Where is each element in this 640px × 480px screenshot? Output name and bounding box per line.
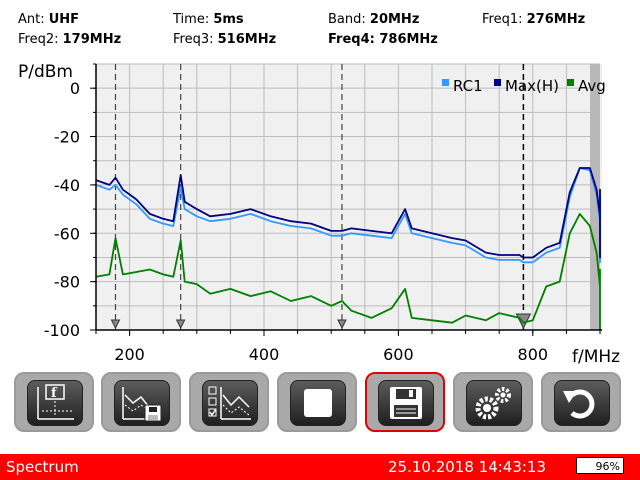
frequency-marker-button[interactable]: f bbox=[14, 372, 94, 432]
traces bbox=[95, 167, 601, 330]
freq4-value: 786MHz bbox=[379, 32, 438, 47]
freq1-label: Freq1: bbox=[482, 12, 523, 27]
marker-triangle bbox=[175, 319, 186, 330]
time-label: Time: bbox=[173, 12, 210, 27]
legend: RC1 Max(H) Avg bbox=[442, 77, 606, 95]
save-trace-button[interactable] bbox=[101, 372, 181, 432]
x-tick-label: 800 bbox=[518, 345, 549, 364]
trace-max-h bbox=[95, 167, 601, 259]
band-readout: Band: 20MHz bbox=[328, 12, 419, 28]
y-ticks: 0 -20 -40 -60 -80 -100 bbox=[44, 63, 96, 340]
y-tick-label: 0 bbox=[70, 79, 80, 98]
plot-area bbox=[96, 64, 602, 330]
floppy-disk-icon bbox=[390, 387, 422, 419]
trace-select-button[interactable] bbox=[189, 372, 269, 432]
status-bar: Spectrum 25.10.2018 14:43:13 96% bbox=[0, 454, 640, 480]
x-axis-label: f/MHz bbox=[572, 347, 620, 367]
legend-label: Avg bbox=[578, 77, 606, 95]
freq3-value: 516MHz bbox=[217, 32, 277, 47]
band-value: 20MHz bbox=[369, 12, 420, 27]
battery-indicator: 96% bbox=[576, 457, 624, 474]
ant-label: Ant: bbox=[18, 12, 45, 27]
y-tick-label: -40 bbox=[54, 176, 80, 195]
x-tick-label: 200 bbox=[114, 345, 145, 364]
freq1-value: 276MHz bbox=[526, 12, 586, 27]
ant-readout: Ant: UHF bbox=[18, 12, 79, 28]
freq2-label: Freq2: bbox=[18, 32, 59, 47]
freq3-readout: Freq3: 516MHz bbox=[173, 32, 276, 48]
marker-triangle bbox=[337, 319, 347, 330]
band-label: Band: bbox=[328, 12, 366, 27]
trace-list-icon bbox=[208, 386, 251, 420]
ant-value: UHF bbox=[48, 12, 80, 27]
undo-arrow-icon bbox=[563, 389, 595, 419]
spectrum-chart[interactable]: 0 -20 -40 -60 -80 -100 200 400 600 800 P/dBm f/M… bbox=[0, 56, 640, 368]
freq4-readout: Freq4: 786MHz bbox=[328, 32, 438, 48]
freq1-readout: Freq1: 276MHz bbox=[482, 12, 585, 28]
time-value: 5ms bbox=[213, 12, 244, 27]
y-tick-label: -80 bbox=[54, 273, 80, 292]
status-datetime: 25.10.2018 14:43:13 bbox=[388, 458, 547, 476]
marker-triangle bbox=[110, 319, 121, 330]
legend-label: RC1 bbox=[453, 77, 483, 95]
legend-label: Max(H) bbox=[505, 77, 559, 95]
back-button[interactable] bbox=[541, 372, 621, 432]
y-tick-label: -100 bbox=[44, 321, 80, 340]
freq2-value: 179MHz bbox=[62, 32, 122, 47]
freq2-readout: Freq2: 179MHz bbox=[18, 32, 121, 48]
legend-swatch bbox=[494, 79, 501, 86]
trace-save-icon bbox=[122, 387, 162, 422]
legend-swatch bbox=[567, 79, 574, 86]
settings-button[interactable] bbox=[453, 372, 533, 432]
y-tick-label: -20 bbox=[54, 128, 80, 147]
save-button[interactable] bbox=[365, 372, 445, 432]
trace-avg bbox=[95, 212, 601, 330]
x-ticks: 200 400 600 800 bbox=[95, 330, 601, 364]
legend-swatch bbox=[442, 79, 449, 86]
scroll-handle[interactable] bbox=[590, 64, 600, 330]
svg-text:f: f bbox=[51, 386, 58, 401]
status-title: Spectrum bbox=[6, 458, 79, 476]
freq3-label: Freq3: bbox=[173, 32, 214, 47]
stop-icon bbox=[304, 389, 332, 417]
time-readout: Time: 5ms bbox=[173, 12, 244, 28]
x-tick-label: 400 bbox=[249, 345, 280, 364]
freq4-label: Freq4: bbox=[328, 32, 375, 47]
marker-lines bbox=[110, 64, 532, 330]
stop-button[interactable] bbox=[277, 372, 357, 432]
frequency-marker-icon: f bbox=[37, 384, 74, 420]
gears-icon bbox=[475, 387, 511, 420]
y-axis-label: P/dBm bbox=[18, 62, 73, 82]
x-tick-label: 600 bbox=[383, 345, 414, 364]
y-tick-label: -60 bbox=[54, 224, 80, 243]
